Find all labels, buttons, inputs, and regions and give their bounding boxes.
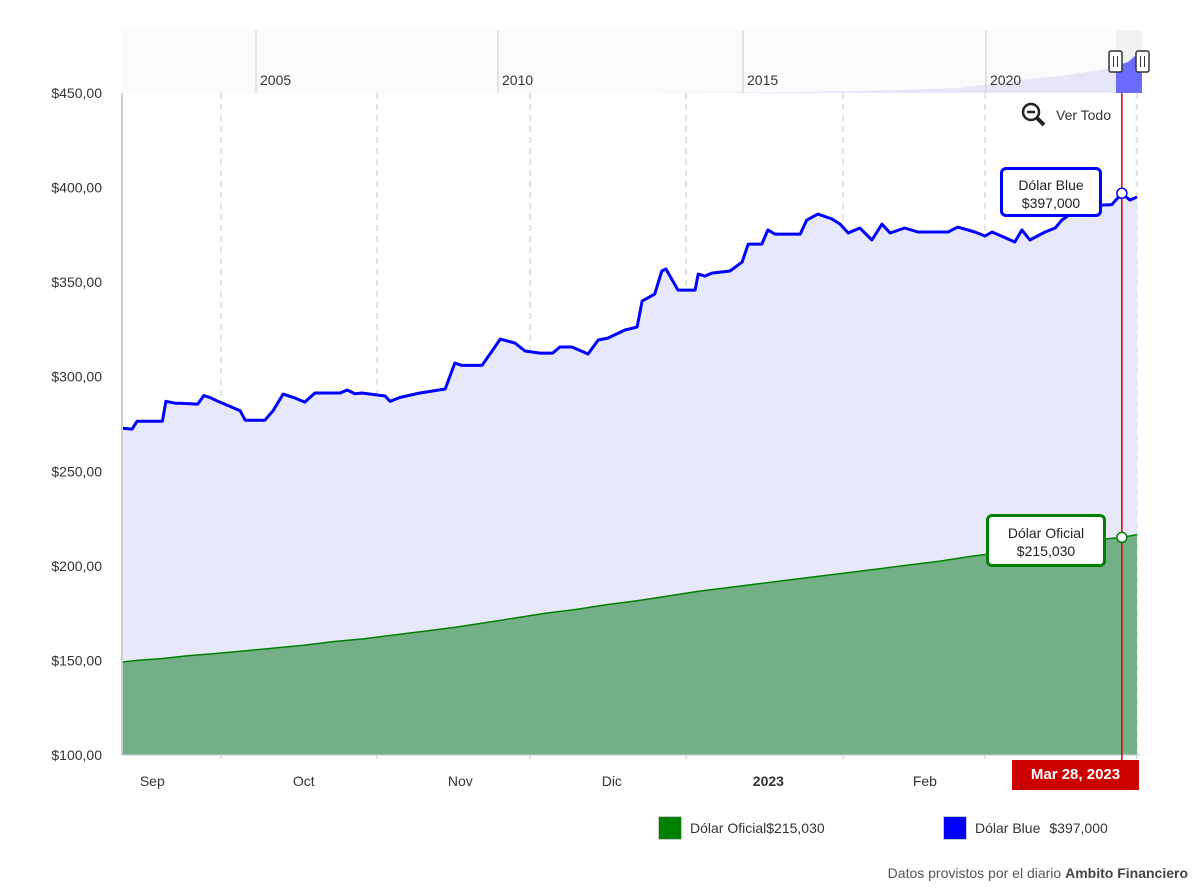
y-tick-label: $350,00 [51, 274, 102, 290]
source-credit: Datos provistos por el diario Ambito Fin… [888, 865, 1188, 881]
tooltip-value: $215,030 [1016, 543, 1076, 559]
legend-item-dolar-blue[interactable]: Dólar Blue $397,000 [943, 816, 1108, 840]
zoom-out-icon [1021, 102, 1046, 127]
legend-value: $397,000 [1049, 820, 1108, 836]
tooltip-title: Dólar Blue [1018, 177, 1084, 193]
navigator-left-handle[interactable] [1108, 50, 1123, 73]
tooltip-title: Dólar Oficial [1007, 525, 1085, 541]
y-tick-label: $300,00 [51, 369, 102, 385]
legend-swatch [943, 816, 967, 840]
reset-zoom-label: Ver Todo [1056, 107, 1112, 123]
x-tick-label: Oct [293, 773, 315, 789]
navigator-year-label: 2015 [747, 72, 778, 88]
x-tick-label: Sep [140, 773, 165, 789]
navigator-area [650, 66, 1116, 93]
y-tick-label: $150,00 [51, 652, 102, 668]
legend-item-dolar-oficial[interactable]: Dólar Oficial $215,030 [658, 816, 825, 840]
tooltip-dolar-blue: Dólar Blue $397,000 [1000, 167, 1102, 217]
x-tick-label: Dic [602, 773, 622, 789]
tooltip-value: $397,000 [1021, 195, 1081, 211]
navigator-year-label: 2020 [990, 72, 1021, 88]
navigator-year-label: 2005 [260, 72, 291, 88]
x-tick-label: Nov [448, 773, 473, 789]
x-tick-label: 2023 [753, 773, 784, 789]
navigator-year-label: 2010 [502, 72, 533, 88]
credit-source: Ambito Financiero [1065, 865, 1188, 881]
area-dolar-oficial [122, 534, 1137, 755]
line-dolar-oficial [121, 533, 1138, 663]
legend-name: Dólar Blue [975, 820, 1041, 836]
navigator-background [122, 30, 1142, 93]
line-dolar-blue [121, 191, 1138, 431]
reset-zoom-button[interactable]: Ver Todo [1020, 102, 1111, 128]
x-tick-label: Feb [913, 773, 937, 789]
y-tick-label: $200,00 [51, 558, 102, 574]
y-tick-label: $400,00 [51, 180, 102, 196]
y-tick-label: $450,00 [51, 85, 102, 101]
cursor-marker [1116, 187, 1128, 199]
cursor-date-label: Mar 28, 2023 [1012, 760, 1139, 790]
y-tick-label: $100,00 [51, 747, 102, 763]
navigator[interactable]: 2005 2010 2015 2020 [122, 30, 1150, 93]
navigator-right-handle[interactable] [1135, 50, 1150, 73]
legend-name: Dólar Oficial [690, 820, 767, 836]
credit-prefix: Datos provistos por el diario [887, 865, 1066, 881]
cursor-marker [1116, 531, 1128, 544]
legend-value: $215,030 [766, 820, 825, 836]
legend-swatch [658, 816, 682, 840]
tooltip-dolar-oficial: Dólar Oficial $215,030 [986, 514, 1106, 567]
y-tick-label: $250,00 [51, 463, 102, 479]
